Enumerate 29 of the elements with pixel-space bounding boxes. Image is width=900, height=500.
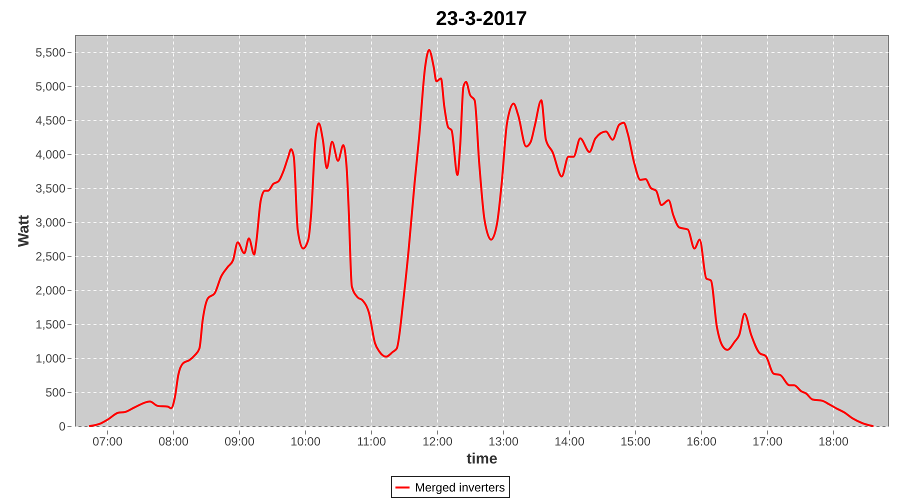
y-tick-label: 1,000: [35, 352, 66, 366]
x-tick-label: 13:00: [488, 434, 519, 448]
x-tick-label: 09:00: [224, 434, 255, 448]
y-tick-label: 4,000: [35, 148, 66, 162]
y-tick-label: 3,000: [35, 216, 66, 230]
y-tick-label: 1,500: [35, 318, 66, 332]
x-tick-label: 14:00: [554, 434, 585, 448]
y-axis-title: Watt: [15, 215, 32, 247]
x-tick-label: 11:00: [356, 434, 386, 448]
x-tick-label: 12:00: [422, 434, 453, 448]
x-tick-label: 08:00: [158, 434, 189, 448]
y-tick-label: 3,500: [35, 182, 66, 196]
line-series: [88, 48, 874, 427]
legend-label: Merged inverters: [415, 480, 506, 494]
y-tick-label: 4,500: [35, 114, 66, 128]
x-tick-label: 07:00: [92, 434, 123, 448]
y-tick-label: 0: [58, 420, 66, 434]
x-tick-label: 10:00: [290, 434, 321, 448]
y-tick-label: 5,000: [35, 80, 66, 94]
x-tick-label: 17:00: [752, 434, 783, 448]
x-axis-title: time: [466, 450, 498, 468]
y-tick-label: 5,500: [35, 46, 66, 60]
x-tick-label: 15:00: [620, 434, 651, 448]
y-tick-label: 2,500: [35, 250, 66, 264]
x-tick-label: 18:00: [818, 434, 849, 448]
x-tick-label: 16:00: [686, 434, 717, 448]
y-tick-label: 500: [45, 386, 66, 400]
chart-title: 23-3-2017: [436, 8, 528, 30]
y-tick-label: 2,000: [35, 284, 66, 298]
